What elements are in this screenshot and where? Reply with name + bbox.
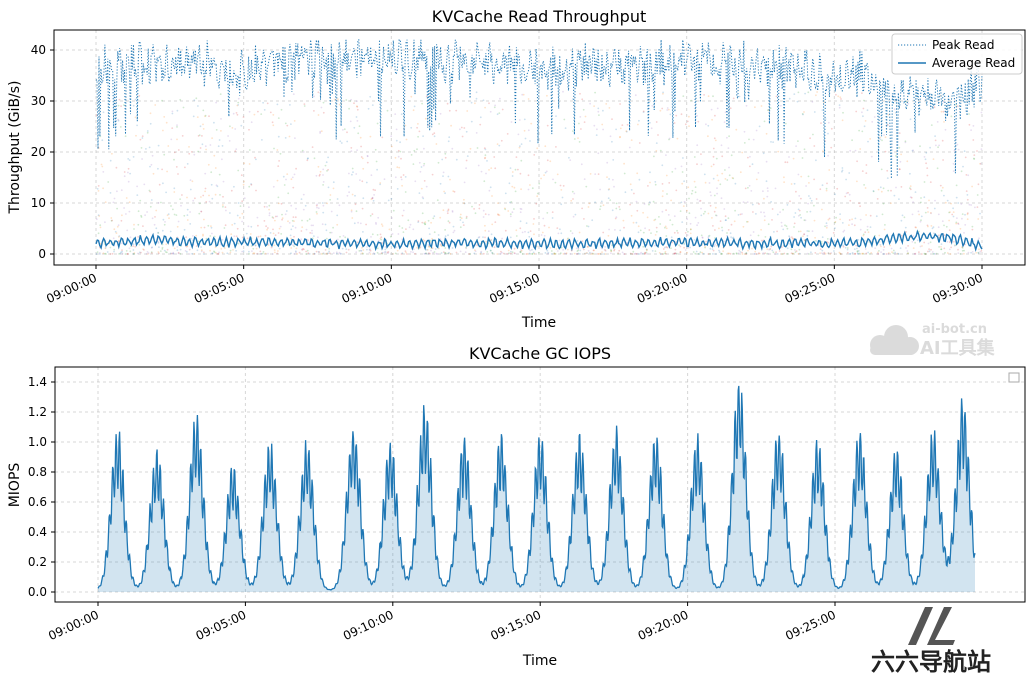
- gc-iops-x-tick-label: 09:00:00: [46, 608, 101, 643]
- peak-read-line: [95, 39, 983, 179]
- gc-iops-y-tick-label: 0.8: [28, 465, 47, 479]
- gc-iops-x-ticks: 09:00:00 09:05:00 09:10:00 09:15:00 09:20:00…: [46, 602, 838, 643]
- gc-iops-x-tick-label: 09:25:00: [783, 608, 838, 643]
- liuliu-watermark: 六六导航站: [871, 607, 991, 675]
- gc-iops-x-tick-label: 09:05:00: [194, 608, 249, 643]
- throughput-chart: KVCache Read Throughput 09:00:00 09:05:00…: [7, 7, 1026, 331]
- throughput-chart-title: KVCache Read Throughput: [432, 7, 647, 26]
- gc-iops-y-label: MIOPS: [7, 463, 23, 508]
- throughput-x-label: Time: [521, 315, 556, 331]
- throughput-y-label: Throughput (GiB/s): [7, 80, 23, 214]
- liuliu-logo-icon: [908, 607, 955, 645]
- legend-box: [891, 33, 1023, 75]
- throughput-y-tick-label: 0: [38, 247, 46, 261]
- throughput-y-ticks: 0 10 20 30 40: [31, 43, 54, 261]
- gc-iops-y-tick-label: 0.0: [28, 585, 47, 599]
- throughput-y-tick-label: 40: [31, 43, 46, 57]
- throughput-x-tick-label: 09:20:00: [635, 271, 690, 306]
- throughput-x-tick-label: 09:25:00: [783, 271, 838, 306]
- average-read-line: [95, 229, 983, 253]
- gc-iops-empty-legend: [1008, 372, 1020, 383]
- throughput-y-tick-label: 10: [31, 196, 46, 210]
- legend-peak-label: Peak Read: [932, 38, 994, 52]
- gc-iops-line: [97, 385, 976, 591]
- throughput-scatter-noise: [95, 90, 983, 255]
- throughput-x-ticks: 09:00:00 09:05:00 09:10:00 09:15:00 09:20:00…: [44, 265, 985, 306]
- gc-iops-y-tick-label: 1.4: [28, 375, 47, 389]
- gc-iops-y-tick-label: 0.2: [28, 555, 47, 569]
- throughput-x-tick-label: 09:10:00: [340, 271, 395, 306]
- ai-bot-url-text: ai-bot.cn: [922, 322, 987, 337]
- throughput-x-tick-label: 09:05:00: [192, 271, 247, 306]
- gc-iops-y-ticks: 0.0 0.2 0.4 0.6 0.8 1.0 1.2 1.4: [28, 375, 55, 599]
- gc-iops-chart-title: KVCache GC IOPS: [469, 344, 611, 363]
- gc-iops-x-label: Time: [522, 653, 557, 669]
- gc-iops-x-tick-label: 09:10:00: [341, 608, 396, 643]
- throughput-x-tick-label: 09:15:00: [487, 271, 542, 306]
- ai-bot-watermark: ai-bot.cn AI工具集: [870, 322, 996, 359]
- gc-iops-y-tick-label: 1.0: [28, 435, 47, 449]
- throughput-x-tick-label: 09:00:00: [44, 271, 99, 306]
- gc-iops-y-tick-label: 0.6: [28, 495, 47, 509]
- ai-bot-brand-text: AI工具集: [920, 337, 996, 359]
- cloud-logo-icon: [870, 325, 919, 355]
- gc-iops-y-tick-label: 1.2: [28, 405, 47, 419]
- gc-iops-x-tick-label: 09:15:00: [488, 608, 543, 643]
- throughput-y-tick-label: 20: [31, 145, 46, 159]
- throughput-legend: Peak Read Average Read: [891, 33, 1023, 75]
- throughput-grid: [54, 30, 1025, 265]
- liuliu-brand-text: 六六导航站: [871, 648, 991, 675]
- throughput-y-tick-label: 30: [31, 94, 46, 108]
- gc-iops-chart: KVCache GC IOPS 09:00:00 09:05:00 09:10:00…: [7, 344, 1026, 669]
- legend-average-label: Average Read: [932, 56, 1015, 70]
- gc-iops-y-tick-label: 0.4: [28, 525, 47, 539]
- throughput-x-tick-label: 09:30:00: [930, 271, 985, 306]
- gc-iops-x-tick-label: 09:20:00: [636, 608, 691, 643]
